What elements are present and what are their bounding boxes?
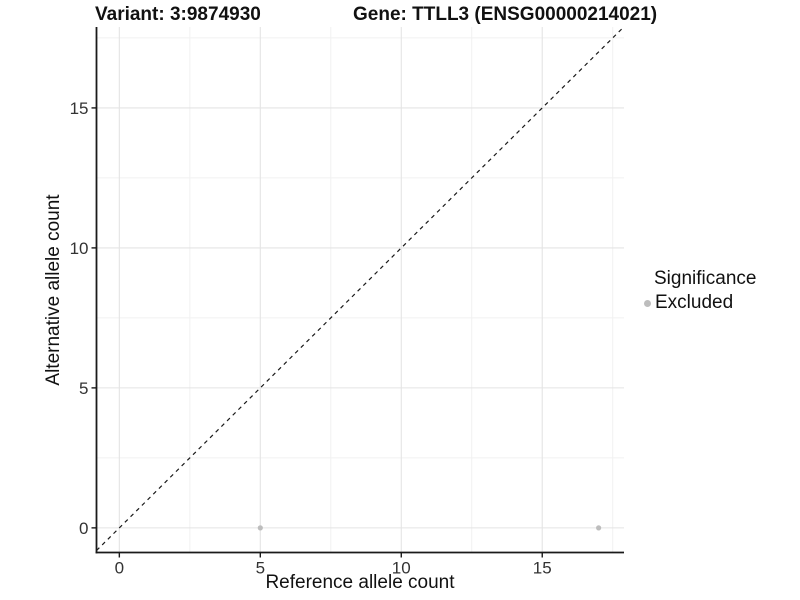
y-tick-label: 0: [79, 519, 88, 538]
plot-title-gene: Gene: TTLL3 (ENSG00000214021): [353, 4, 658, 25]
legend-point-icon: [644, 299, 651, 307]
y-tick-label: 10: [70, 239, 89, 258]
x-tick-label: 0: [115, 559, 124, 578]
data-point: [596, 525, 602, 531]
y-axis-title: Alternative allele count: [43, 194, 64, 386]
plot-title-variant: Variant: 3:9874930: [95, 4, 261, 25]
y-tick-label: 5: [79, 379, 88, 398]
legend-item-excluded: Excluded: [644, 292, 756, 314]
x-tick-label: 10: [392, 559, 411, 578]
x-tick-label: 15: [533, 559, 552, 578]
identity-line: [96, 26, 625, 551]
legend: Significance Excluded: [644, 268, 756, 314]
x-tick-label: 5: [256, 559, 265, 578]
x-axis-title: Reference allele count: [265, 572, 455, 593]
y-tick-label: 15: [70, 99, 89, 118]
legend-item-label: Excluded: [655, 292, 734, 313]
data-point: [257, 525, 263, 531]
legend-title: Significance: [654, 268, 757, 289]
